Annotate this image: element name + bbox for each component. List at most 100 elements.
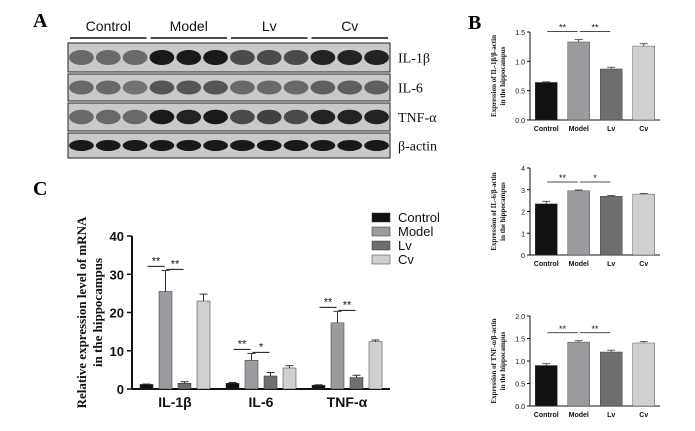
c-y-tick-label-0: 0 [117,382,124,397]
chartB3-y-tick-label-1: 1.0 [515,359,525,366]
blot-band-actin-2 [95,140,121,151]
chartB3-bar-control [534,365,558,407]
blot-band-il-6-10 [310,80,336,95]
chartB2-y-tick-label-2: 2 [521,210,525,217]
chartB2-x-label-model: Model [569,261,589,268]
chartB1-x-label-lv: Lv [607,126,615,133]
c-legend-swatch-cv [371,254,391,265]
c-legend-swatch-lv [371,240,391,251]
blot-band-il-1-4 [149,49,175,66]
blot-band-actin-12 [364,140,389,151]
blot-strip-il-6 [67,73,391,102]
chartB3-bar-cv [632,342,655,407]
western-blot-panel: Control Model Lv Cv IL-1β IL-6 TNF-α β-actin [67,18,437,159]
chartB3-x-label-lv: Lv [607,412,615,419]
blot-row-label-il-1: IL-1β [398,52,430,67]
blot-band-tnf-12 [364,109,389,125]
c-bar-il-1-lv [177,383,192,390]
blot-band-actin-9 [283,140,309,151]
c-legend-label-cv: Cv [398,252,414,267]
chartB3-x-label-control: Control [534,412,559,419]
blot-group-label-cv: Cv [341,18,358,34]
chartB3-x-label-cv: Cv [639,412,648,419]
c-legend-swatch-model [371,226,391,237]
chartB1-bar-control [534,82,558,121]
chartB2-bar-cv [632,193,655,256]
panel-label-a: A [33,10,48,32]
blot-band-il-6-8 [256,80,282,95]
chartB1-sig-label-1: ** [591,23,599,33]
blot-band-il-6-9 [283,80,309,95]
blot-band-tnf-4 [149,109,175,125]
chartB3-sig-label-0: ** [559,324,567,334]
blot-band-actin-6 [203,140,228,151]
chartB2-y-tick-label-3: 3 [521,188,525,195]
chartB2-bar-control [534,203,558,256]
blot-band-il-6-1 [69,80,94,95]
blot-strip-tnf [67,102,391,132]
blot-band-tnf-11 [337,109,363,125]
blot-band-tnf-2 [95,109,121,125]
chartB1-bar-cv [632,45,655,121]
blot-band-il-6-6 [203,80,228,95]
chartB3-sig-label-1: ** [591,324,599,334]
c-bar-il-1-control [139,384,154,390]
blot-band-actin-1 [69,140,94,151]
blot-strip-actin [67,132,391,159]
c-y-axis-label: Relative expression level of mRNAin the … [74,216,105,408]
chartB1-sig-label-0: ** [559,23,567,33]
blot-band-tnf-8 [256,109,282,125]
c-x-label-il-1: IL-1β [158,394,192,410]
c-sig-label-5: ** [343,299,352,311]
chartB3-x-label-model: Model [569,412,589,419]
blot-band-actin-11 [337,140,363,151]
mrna-bar-chart: 0 10 20 30 40 Relative expression level of mR… [74,210,440,410]
blot-group-label-model: Model [170,18,208,34]
c-sig-label-1: ** [171,258,180,270]
blot-band-il-6-7 [230,80,255,95]
blot-strip-il-1 [67,42,391,73]
blot-band-tnf-3 [122,109,148,125]
blot-band-tnf-7 [230,109,255,125]
blot-band-il-6-3 [122,80,148,95]
chartB1-y-tick-label-0: 0.0 [515,118,525,125]
blot-band-il-1-10 [310,49,336,66]
chartB2-y-axis-label: Expression of IL-6/β-actinin the hippoca… [490,172,507,250]
panel-label-c: C [33,178,48,200]
blot-band-il-6-4 [149,80,175,95]
c-sig-label-4: ** [324,296,333,308]
blot-row-label-tnf: TNF-α [398,111,437,126]
il6-bar-chart: 0 1 2 3 4 Expression of IL-6/β-actinin the hi… [490,166,660,268]
chartB2-x-label-lv: Lv [607,261,615,268]
blot-band-il-1-11 [337,49,363,66]
blot-group-label-lv: Lv [262,18,277,34]
blot-band-il-1-7 [230,49,255,66]
chartB2-sig-label-0: ** [559,173,567,183]
blot-band-actin-7 [230,140,255,151]
blot-row-label-il-6: IL-6 [398,82,423,97]
blot-band-il-1-3 [122,49,148,66]
c-bar-il-1-cv [196,300,211,390]
blot-band-tnf-5 [176,109,202,125]
blot-band-il-1-5 [176,49,202,66]
chartB2-sig-label-1: * [593,173,597,183]
blot-band-il-1-9 [283,49,309,66]
il1b-bar-chart: 0.0 0.5 1.0 1.5 Expression of IL-1β/β-actini… [490,23,660,133]
chartB2-bar-model [567,190,590,256]
chartB2-x-label-cv: Cv [639,261,648,268]
c-y-tick-label-20: 20 [110,306,124,321]
c-sig-label-3: * [259,341,264,353]
chartB1-y-tick-label-0-5: 0.5 [515,89,525,96]
chartB1-bar-model [567,41,590,121]
chartB1-x-label-model: Model [569,126,589,133]
blot-band-tnf-9 [283,109,309,125]
c-x-label-tnf: TNF-α [327,394,368,410]
c-bar-tnf-model [330,322,345,390]
chartB2-y-tick-label-4: 4 [521,166,525,173]
chartB3-bar-lv [599,351,623,407]
c-legend-label-control: Control [398,210,440,225]
chartB2-y-tick-label-1: 1 [521,231,525,238]
blot-band-actin-3 [122,140,148,151]
blot-band-il-1-2 [95,49,121,66]
